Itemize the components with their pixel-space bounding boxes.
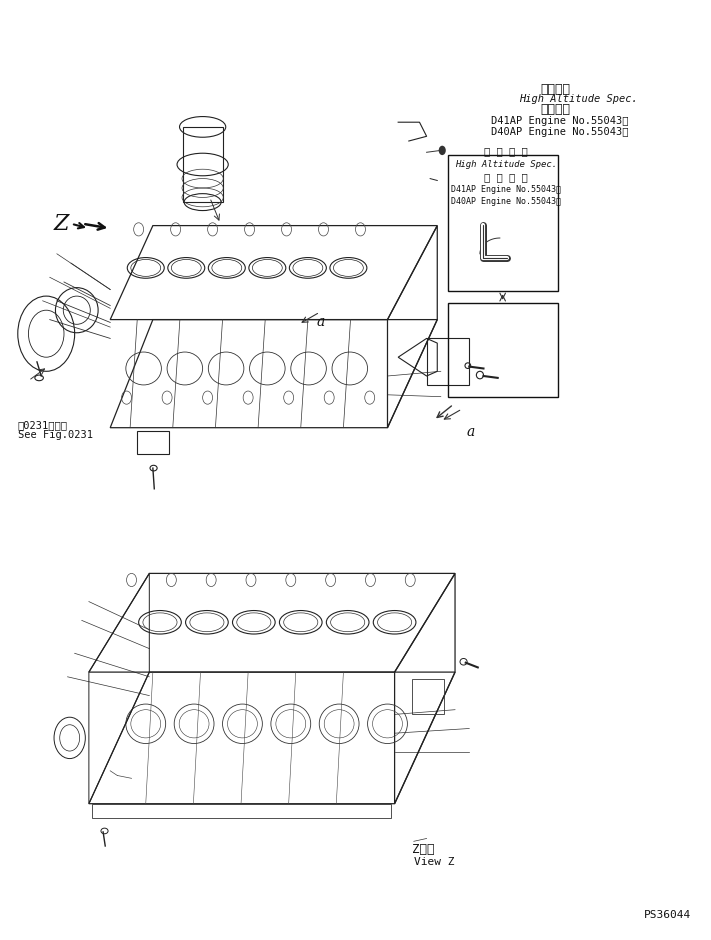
- Text: High Altitude Spec.: High Altitude Spec.: [455, 160, 557, 169]
- Text: a: a: [466, 426, 475, 439]
- Text: D41AP Engine No.55043～: D41AP Engine No.55043～: [491, 117, 628, 126]
- Text: View Z: View Z: [414, 857, 454, 867]
- Text: D40AP Engine No.55043～: D40AP Engine No.55043～: [491, 127, 628, 136]
- Text: Z　視: Z 視: [412, 843, 435, 856]
- Text: D40AP Engine No.55043～: D40AP Engine No.55043～: [451, 196, 561, 206]
- Circle shape: [439, 146, 446, 155]
- Text: D41AP Engine No.55043～: D41AP Engine No.55043～: [451, 185, 561, 195]
- Text: 高地仕様: 高地仕様: [540, 83, 570, 96]
- Text: PS36044: PS36044: [643, 910, 690, 919]
- Text: High Altitude Spec.: High Altitude Spec.: [519, 94, 638, 103]
- Text: Z: Z: [54, 212, 70, 235]
- Text: 適用号機: 適用号機: [540, 103, 570, 117]
- Text: a: a: [316, 316, 325, 329]
- Text: 適 用 号 機: 適 用 号 機: [484, 172, 528, 181]
- Text: See Fig.0231: See Fig.0231: [18, 431, 92, 440]
- Text: 第0231図参照: 第0231図参照: [18, 420, 68, 430]
- Text: 高 地 仕 様: 高 地 仕 様: [484, 147, 528, 156]
